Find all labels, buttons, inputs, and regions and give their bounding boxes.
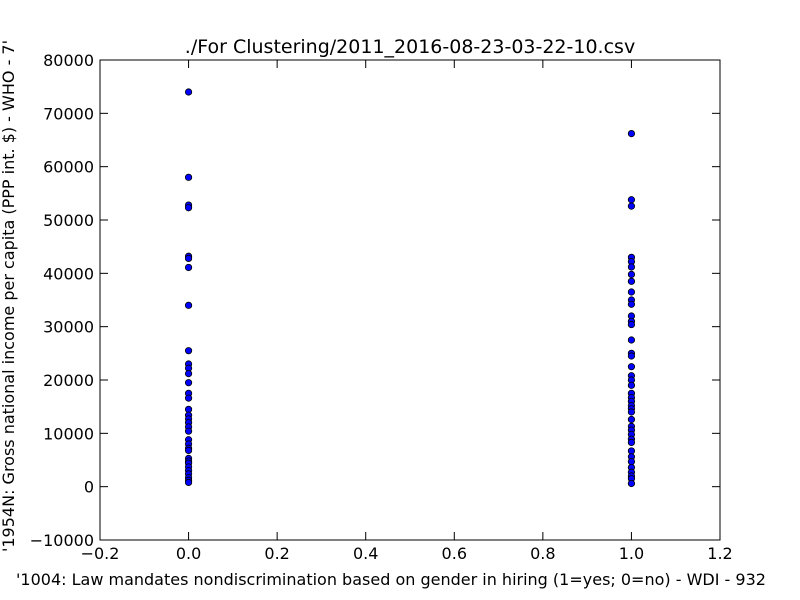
data-point [627,336,636,344]
y-tick-label: 30000 [43,318,94,337]
chart-title: ./For Clustering/2011_2016-08-23-03-22-1… [185,36,635,58]
data-point [627,415,636,424]
x-tick-label: 1.0 [619,544,644,563]
data-point [627,447,636,455]
x-tick-label: −0.2 [81,544,120,563]
x-tick-label: 0.8 [530,544,555,563]
data-point [184,369,193,378]
data-point [627,270,636,278]
x-tick-label: 0.6 [442,544,467,563]
y-tick-label: 80000 [43,51,94,70]
data-point [627,457,636,466]
data-point [184,478,193,486]
data-point [184,347,193,355]
data-point [627,277,636,285]
data-point [627,363,636,371]
data-points [184,88,636,488]
data-point [184,394,193,402]
data-point [184,173,193,181]
data-point [627,438,636,446]
data-point [184,379,193,387]
x-axis-label: '1004: Law mandates nondiscrimination ba… [16,570,766,589]
data-point [627,408,636,416]
data-point [627,288,636,296]
y-tick-label: 20000 [43,371,94,390]
y-tick-label: 70000 [43,104,94,123]
data-point [627,130,636,138]
data-point [627,300,636,308]
x-tick-label: 1.2 [707,544,732,563]
data-point [184,446,193,454]
y-tick-label: 0 [84,478,94,497]
data-point [184,405,193,413]
data-point [184,427,193,435]
data-point [627,202,636,210]
x-tick-label: 0.0 [176,544,201,563]
y-axis-label: '1954N: Gross national income per capita… [0,40,18,552]
axis-ticks: −0.2 0.0 0.2 0.4 0.6 0.8 1.0 1.2 −10000 0 10000 200… [30,51,733,563]
data-point [184,88,193,96]
y-tick-label: 50000 [43,211,94,230]
data-point [627,263,636,271]
data-point [184,263,193,272]
plot-frame [99,59,721,541]
data-point [627,196,636,204]
x-tick-label: 0.4 [353,544,378,563]
data-point [184,254,193,262]
data-point [184,301,193,309]
y-tick-label: 60000 [43,158,94,177]
data-point [627,352,636,360]
data-point [627,320,636,329]
y-tick-label: −10000 [30,531,94,550]
y-tick-label: 40000 [43,264,94,283]
data-point [627,479,636,488]
data-point [627,381,636,389]
data-point [184,204,193,212]
x-tick-label: 0.2 [264,544,289,563]
y-tick-label: 10000 [43,424,94,443]
